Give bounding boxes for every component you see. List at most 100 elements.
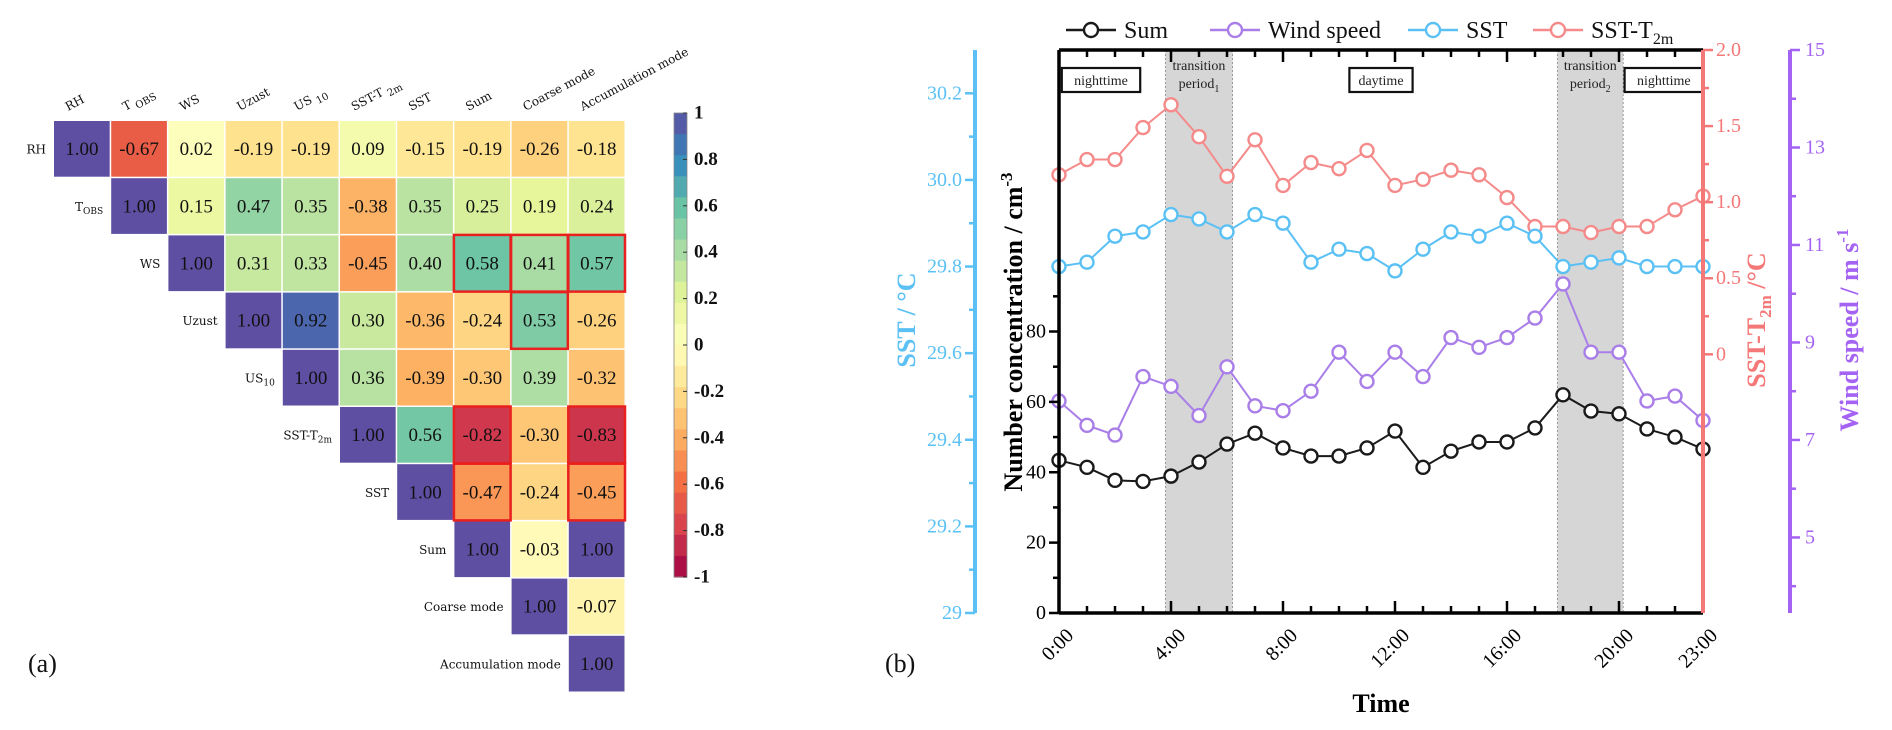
data-point xyxy=(1583,254,1599,270)
transition-label: transition xyxy=(1564,59,1617,74)
period-box xyxy=(1060,66,1142,94)
heatmap-cell-value: 0.56 xyxy=(408,425,441,446)
data-point xyxy=(1303,254,1319,270)
data-point xyxy=(1135,368,1151,385)
data-point xyxy=(1191,211,1207,227)
colorbar-tick-label: 0 xyxy=(694,335,704,356)
legend-item: Sum xyxy=(1066,18,1168,44)
data-point xyxy=(1219,224,1235,240)
data-point xyxy=(1639,258,1655,275)
heatmap-cell-value: -0.19 xyxy=(234,139,274,160)
heatmap-cell-value: 0.30 xyxy=(351,311,384,332)
heatmap-cell xyxy=(568,407,625,463)
text-span: 2m xyxy=(1653,31,1674,48)
heatmap-cell-value: -0.18 xyxy=(577,139,617,160)
heatmap-cell xyxy=(397,235,453,292)
heatmap-cell-value: -0.32 xyxy=(577,368,617,389)
data-point xyxy=(1415,368,1431,385)
heatmap-cell-value: -0.39 xyxy=(405,368,445,389)
column-label: Sum xyxy=(463,88,494,113)
heatmap-cell xyxy=(225,121,282,177)
data-point xyxy=(1163,378,1179,395)
left-tick-label: 80 xyxy=(1026,321,1046,343)
data-point xyxy=(1359,373,1375,390)
data-point xyxy=(1163,97,1179,113)
transition-label-line2: period1 xyxy=(1179,77,1220,95)
text-span: SST-T xyxy=(1742,318,1771,388)
text-span: SST xyxy=(365,486,389,500)
heatmap-cell-value: 0.19 xyxy=(523,196,556,217)
data-point xyxy=(1191,454,1207,470)
heatmap-cell xyxy=(454,464,511,520)
heatmap-cell-value: 0.35 xyxy=(408,196,441,217)
sst-tick-label: 29.8 xyxy=(927,256,962,278)
data-point xyxy=(1667,388,1683,404)
highlight-box xyxy=(452,462,512,522)
highlight-box xyxy=(509,290,570,351)
colorbar-segment xyxy=(674,513,687,536)
text-span: Accumulation mode xyxy=(439,657,561,671)
heatmap-cell xyxy=(511,521,568,578)
colorbar-segment xyxy=(674,408,687,430)
text-span: Uzust xyxy=(182,314,217,328)
data-point xyxy=(1639,421,1655,437)
heatmap-cell xyxy=(454,521,511,578)
colorbar-segment xyxy=(674,281,687,304)
data-point xyxy=(1555,258,1571,275)
data-point xyxy=(1471,228,1487,244)
row-label: TOBS xyxy=(75,200,103,217)
left-tick-label: 20 xyxy=(1026,532,1046,554)
heatmap-cell-value: -0.26 xyxy=(577,311,617,332)
heatmap-cell-value: -0.26 xyxy=(520,139,560,160)
heatmap-cell-value: -0.15 xyxy=(405,139,445,160)
data-point xyxy=(1387,177,1403,194)
heatmap-cell-value: -0.03 xyxy=(520,540,560,561)
data-point xyxy=(1135,119,1151,136)
heatmap-cell xyxy=(511,464,568,520)
period-box-label: daytime xyxy=(1358,74,1403,89)
column-label: US 10 xyxy=(292,85,331,117)
x-tick-label: 23:00 xyxy=(1674,625,1722,673)
data-point xyxy=(1387,263,1403,279)
data-point xyxy=(1667,258,1683,275)
sst-axis-title: SST / °C xyxy=(892,272,921,367)
heatmap-cell xyxy=(340,292,396,349)
diff-tick-label: 0.5 xyxy=(1716,267,1741,289)
left-tick-label: 40 xyxy=(1026,461,1046,483)
data-point xyxy=(1275,215,1291,231)
colorbar-tick-label: -0.4 xyxy=(694,427,725,448)
transition-label-line2: period2 xyxy=(1570,77,1611,95)
left-tick-label: 60 xyxy=(1026,391,1046,413)
x-tick-label: 16:00 xyxy=(1478,625,1526,673)
axes: 0:00 4:00 8:00 12:00 16:00 20:00 23:00Time0204… xyxy=(892,39,1864,718)
colorbar-segment xyxy=(674,555,687,578)
data-point xyxy=(1359,142,1375,159)
heatmap-cell-value: 1.00 xyxy=(580,654,613,675)
heatmap-cell-value: 0.41 xyxy=(523,254,556,275)
data-point xyxy=(1443,329,1459,346)
colorbar-segment xyxy=(674,218,687,241)
data-point xyxy=(1079,459,1095,476)
colorbar-tick-label: -0.6 xyxy=(694,474,724,495)
heatmap-cell xyxy=(454,235,511,292)
legend-item: Wind speed xyxy=(1210,18,1381,44)
heatmap-cell-value: -0.36 xyxy=(405,311,445,332)
row-label: RH xyxy=(27,143,47,157)
wind-axis-title: Wind speed / m s-1 xyxy=(1833,229,1864,432)
row-label: WS xyxy=(140,257,161,271)
diff-tick-label: 0 xyxy=(1716,343,1726,365)
heatmap-cell-value: 0.39 xyxy=(523,368,556,389)
colorbar-tick-label: -0.2 xyxy=(694,381,724,402)
colorbar-segment xyxy=(674,450,687,473)
row-label: SST xyxy=(365,486,389,500)
wind-tick-label: 9 xyxy=(1805,331,1815,353)
heatmap-cell-value: -0.19 xyxy=(291,139,331,160)
legend-label: Wind speed xyxy=(1268,18,1381,44)
series-lines xyxy=(1051,97,1711,490)
heatmap-cell xyxy=(168,178,225,234)
colorbar-segment xyxy=(674,387,687,409)
heatmap-row-labels: RH TOBS WS Uzust US10 SST-T2m SST Sum Coarse mod… xyxy=(27,143,561,672)
legend-label: SST-T2m xyxy=(1591,18,1674,48)
